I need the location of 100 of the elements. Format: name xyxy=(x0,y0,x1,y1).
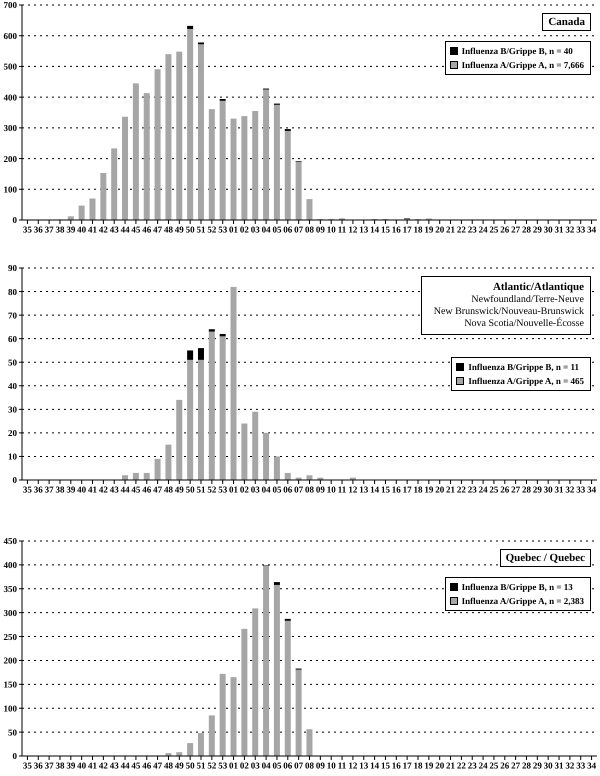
y-tick-label: 450 xyxy=(4,536,18,546)
y-tick-label: 60 xyxy=(8,334,18,344)
x-tick-label: 46 xyxy=(142,224,152,234)
x-tick-label: 30 xyxy=(544,484,554,494)
x-tick-label: 36 xyxy=(34,224,44,234)
x-tick-label: 01 xyxy=(229,224,239,234)
x-tick-label: 01 xyxy=(229,484,239,494)
x-tick-label: 41 xyxy=(88,484,98,494)
y-tick-label: 40 xyxy=(8,380,18,391)
x-tick-label: 40 xyxy=(77,484,87,494)
x-tick-label: 15 xyxy=(380,484,390,494)
y-tick-label: 0 xyxy=(12,475,18,486)
x-tick-label: 13 xyxy=(359,484,369,494)
x-tick-label: 39 xyxy=(66,224,76,234)
y-tick-label: 250 xyxy=(4,632,18,642)
x-tick-label: 20 xyxy=(435,224,445,234)
x-tick-label: 29 xyxy=(532,224,542,234)
x-tick-label: 31 xyxy=(554,224,564,234)
x-tick-label: 29 xyxy=(532,484,542,494)
x-tick-label: 14 xyxy=(370,760,380,770)
x-tick-label: 09 xyxy=(316,760,326,770)
y-tick-label: 300 xyxy=(4,123,18,134)
legend-label: Influenza A/Grippe A, n = 465 xyxy=(468,375,584,388)
x-tick-label: 38 xyxy=(55,484,65,494)
x-tick-label: 46 xyxy=(142,760,152,770)
x-tick-label: 21 xyxy=(446,484,456,494)
text: Canada xyxy=(548,16,585,28)
x-tick-label: 22 xyxy=(456,760,466,770)
x-tick-label: 47 xyxy=(153,484,163,494)
x-tick-label: 36 xyxy=(34,484,44,494)
x-tick-label: 10 xyxy=(326,224,336,234)
x-tick-label: 04 xyxy=(262,224,272,234)
x-tick-label: 06 xyxy=(283,224,293,234)
x-tick-label: 39 xyxy=(66,760,76,770)
legend-label: Influenza A/Grippe A, n = 2,383 xyxy=(462,595,584,608)
x-tick-label: 35 xyxy=(22,224,32,234)
x-tick-label: 07 xyxy=(294,224,304,234)
x-tick-label: 36 xyxy=(34,760,44,770)
x-tick-label: 28 xyxy=(522,484,532,494)
x-tick-label: 53 xyxy=(218,760,228,770)
x-tick-label: 53 xyxy=(218,224,228,234)
x-tick-label: 44 xyxy=(120,484,130,494)
x-tick-label: 51 xyxy=(196,484,206,494)
x-tick-label: 29 xyxy=(532,760,542,770)
x-tick-label: 12 xyxy=(348,484,358,494)
x-tick-label: 05 xyxy=(272,484,282,494)
x-tick-label: 27 xyxy=(511,224,521,234)
y-tick-label: 300 xyxy=(4,608,18,618)
y-tick-label: 50 xyxy=(8,727,18,738)
x-tick-label: 30 xyxy=(544,224,554,234)
x-tick-label: 23 xyxy=(468,224,478,234)
x-tick-label: 51 xyxy=(196,224,206,234)
x-tick-label: 31 xyxy=(554,484,564,494)
y-tick-label: 0 xyxy=(12,215,18,226)
x-tick-label: 28 xyxy=(522,224,532,234)
x-tick-label: 52 xyxy=(207,760,217,770)
x-tick-label: 12 xyxy=(348,224,358,234)
x-tick-label: 08 xyxy=(305,484,314,494)
x-tick-label: 34 xyxy=(587,484,597,494)
x-tick-label: 27 xyxy=(511,484,521,494)
x-tick-label: 05 xyxy=(272,760,282,770)
y-tick-label: 70 xyxy=(8,310,18,320)
x-tick-label: 48 xyxy=(164,224,174,234)
x-tick-label: 03 xyxy=(250,760,260,770)
x-tick-label: 47 xyxy=(153,760,163,770)
x-tick-label: 02 xyxy=(240,224,250,234)
x-tick-label: 02 xyxy=(240,484,250,494)
text: Newfoundland/Terre-Neuve New Brunswick/Nouveau-Brunswick Nova Scotia/Nouvelle-Écosse xyxy=(434,294,584,329)
x-tick-label: 43 xyxy=(110,224,120,234)
x-tick-label: 13 xyxy=(359,224,369,234)
x-tick-label: 02 xyxy=(240,760,250,770)
x-tick-label: 41 xyxy=(88,224,98,234)
x-tick-label: 46 xyxy=(142,484,152,494)
x-tick-label: 48 xyxy=(164,484,174,494)
x-tick-label: 26 xyxy=(500,760,510,770)
x-tick-label: 17 xyxy=(402,224,412,234)
y-tick-label: 600 xyxy=(4,30,18,41)
x-tick-label: 37 xyxy=(44,224,54,234)
x-tick-label: 53 xyxy=(218,484,228,494)
x-tick-label: 40 xyxy=(77,224,87,234)
y-tick-label: 20 xyxy=(8,428,18,438)
x-tick-label: 06 xyxy=(283,760,293,770)
y-tick-label: 400 xyxy=(4,92,18,102)
x-tick-label: 33 xyxy=(576,224,586,234)
x-tick-label: 28 xyxy=(522,760,532,770)
x-tick-label: 42 xyxy=(98,760,108,770)
x-tick-label: 18 xyxy=(413,760,423,770)
x-tick-label: 38 xyxy=(55,760,65,770)
y-tick-label: 200 xyxy=(4,656,18,666)
x-tick-label: 44 xyxy=(120,224,130,234)
y-tick-label: 100 xyxy=(4,703,18,714)
x-tick-label: 45 xyxy=(131,484,141,494)
x-tick-label: 03 xyxy=(250,224,260,234)
x-tick-label: 26 xyxy=(500,224,510,234)
y-tick-label: 150 xyxy=(4,680,18,690)
x-tick-label: 17 xyxy=(402,760,412,770)
x-tick-label: 12 xyxy=(348,760,358,770)
x-tick-label: 19 xyxy=(424,224,434,234)
x-tick-label: 52 xyxy=(207,224,217,234)
x-tick-label: 19 xyxy=(424,484,434,494)
